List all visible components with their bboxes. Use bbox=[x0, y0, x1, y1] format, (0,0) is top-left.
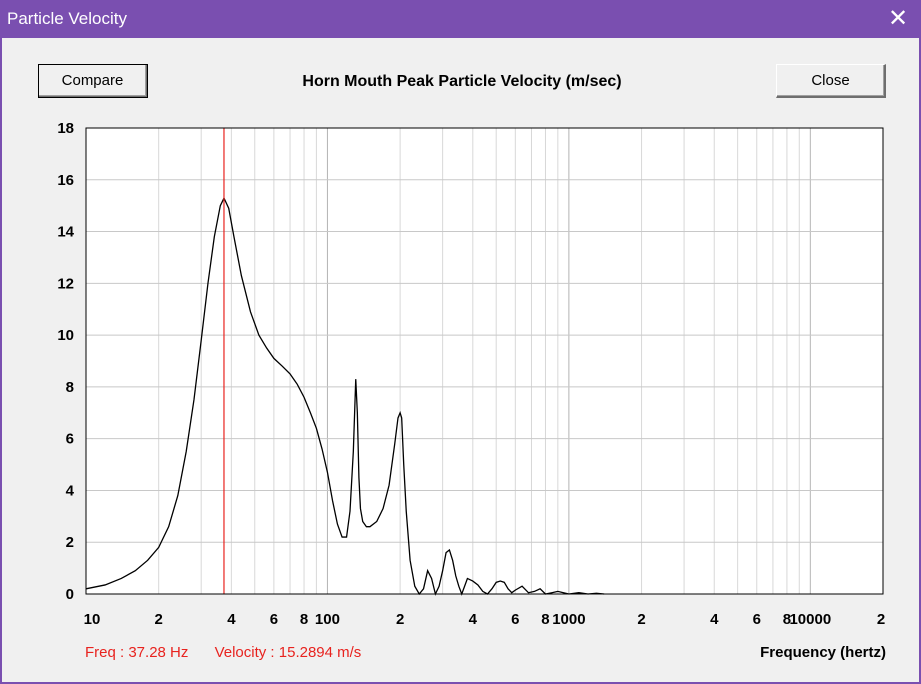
x-tick-label: 2 bbox=[155, 611, 163, 628]
plot-border bbox=[85, 127, 884, 595]
y-tick-label: 18 bbox=[57, 120, 74, 137]
y-tick-label: 2 bbox=[66, 534, 74, 551]
window-title: Particle Velocity bbox=[7, 9, 127, 28]
x-tick-label: 10000 bbox=[789, 611, 831, 628]
x-tick-label: 2 bbox=[637, 611, 645, 628]
x-tick-label: 6 bbox=[753, 611, 761, 628]
x-grid bbox=[158, 128, 811, 594]
y-grid bbox=[86, 179, 883, 543]
x-tick-label: 1000 bbox=[552, 611, 585, 628]
y-tick-label: 16 bbox=[57, 172, 74, 189]
plot-area bbox=[85, 127, 884, 595]
x-tick-label: 4 bbox=[710, 611, 719, 628]
y-tick-label: 14 bbox=[57, 224, 74, 241]
title-bar: Particle Velocity ✕ bbox=[0, 0, 921, 38]
close-button-label: Close bbox=[811, 72, 850, 89]
close-button[interactable]: Close bbox=[776, 64, 886, 98]
x-axis-title: Frequency (hertz) bbox=[760, 644, 886, 661]
velocity-readout: Velocity : 15.2894 m/s bbox=[214, 644, 362, 661]
y-tick-label: 4 bbox=[66, 482, 75, 499]
x-tick-label: 100 bbox=[315, 611, 340, 628]
x-tick-label: 10 bbox=[84, 611, 101, 628]
y-tick-label: 6 bbox=[66, 431, 74, 448]
x-tick-label: 4 bbox=[469, 611, 478, 628]
y-tick-labels: 0 2 4 6 8 10 12 14 16 18 bbox=[57, 120, 74, 603]
x-tick-label: 4 bbox=[227, 611, 236, 628]
x-tick-label: 2 bbox=[877, 611, 885, 628]
y-tick-label: 0 bbox=[66, 586, 74, 603]
compare-button[interactable]: Compare bbox=[38, 64, 148, 98]
chart-title: Horn Mouth Peak Particle Velocity (m/sec… bbox=[302, 73, 622, 90]
compare-button-label: Compare bbox=[61, 72, 124, 89]
x-tick-label: 8 bbox=[300, 611, 308, 628]
cursor-readout: Freq : 37.28 Hz Velocity : 15.2894 m/s bbox=[85, 644, 383, 661]
close-window-icon[interactable]: ✕ bbox=[887, 5, 909, 32]
y-tick-label: 12 bbox=[57, 275, 74, 292]
x-tick-label: 6 bbox=[270, 611, 278, 628]
velocity-curve bbox=[85, 196, 605, 596]
x-tick-label: 2 bbox=[396, 611, 404, 628]
x-tick-label: 6 bbox=[511, 611, 519, 628]
freq-readout: Freq : 37.28 Hz bbox=[85, 644, 189, 661]
y-tick-label: 10 bbox=[57, 327, 74, 344]
dialog-client-area: Compare Horn Mouth Peak Particle Velocit… bbox=[2, 38, 919, 682]
x-tick-label: 8 bbox=[541, 611, 549, 628]
y-tick-label: 8 bbox=[66, 379, 74, 396]
x-tick-label: 8 bbox=[783, 611, 791, 628]
